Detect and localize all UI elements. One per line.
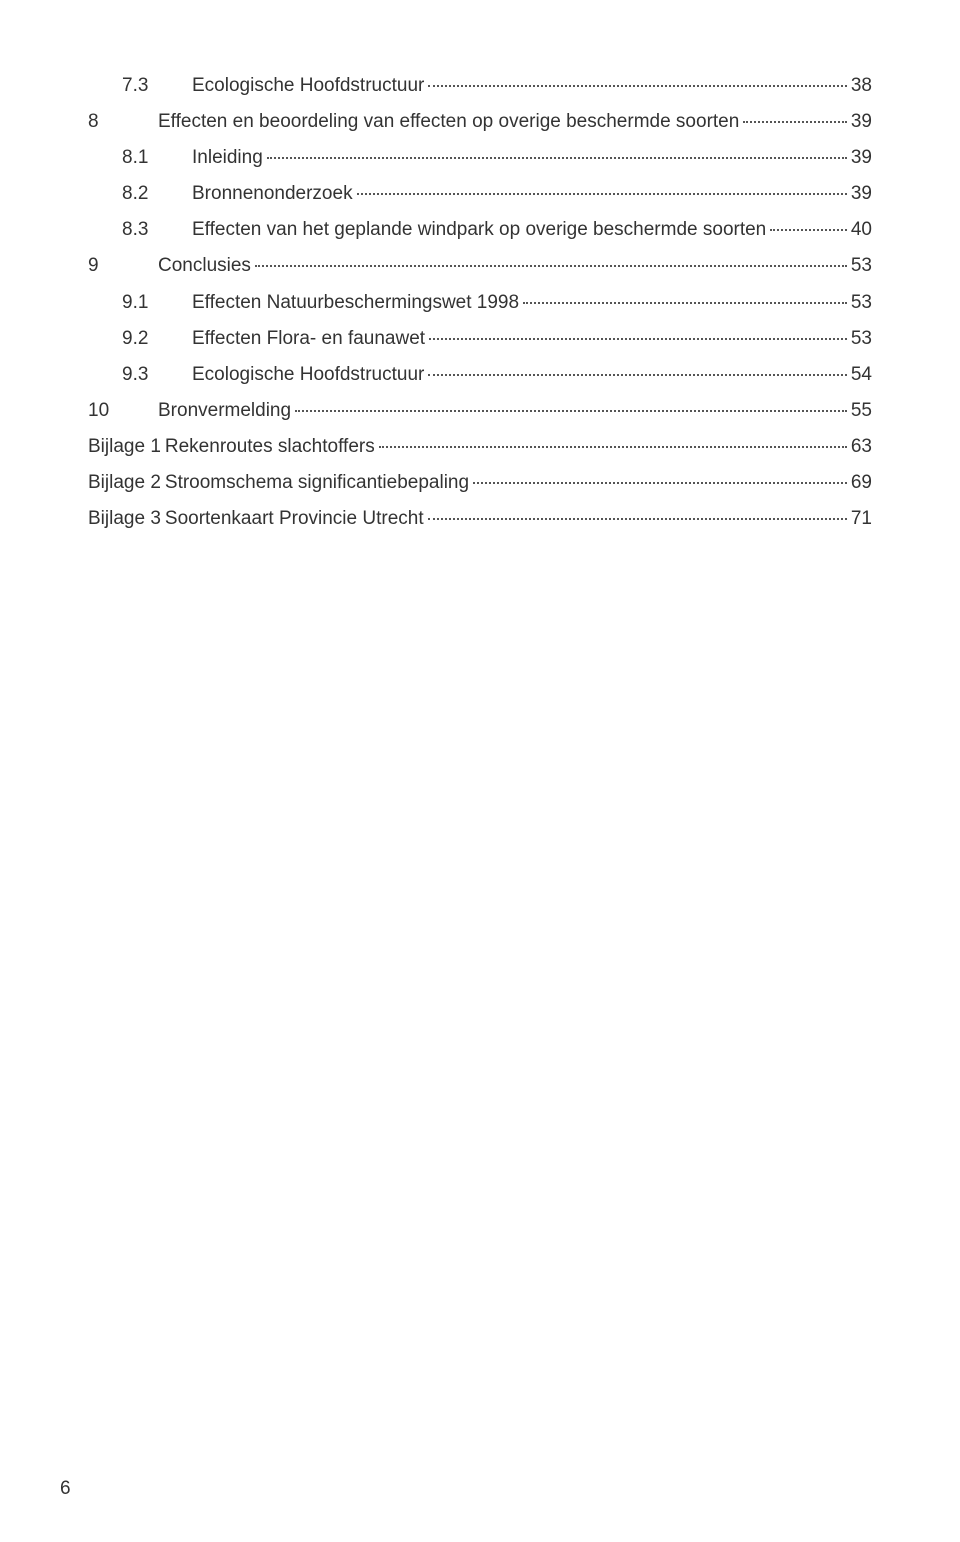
toc-leader-dots [523,302,847,304]
toc-leader-dots [428,85,847,87]
toc-entry: 7.3 Ecologische Hoofdstructuur 38 [88,68,872,104]
toc-title: Inleiding [192,140,263,176]
toc-number: 8.1 [88,140,192,176]
toc-entry: 9 Conclusies 53 [88,248,872,284]
toc-title: Stroomschema significantiebepaling [165,465,469,501]
toc-leader-dots [428,518,847,520]
toc-title: Effecten van het geplande windpark op ov… [192,212,766,248]
toc-page-number: 71 [851,501,872,537]
toc-title: Ecologische Hoofdstructuur [192,68,424,104]
toc-entry: Bijlage 2 Stroomschema significantiebepa… [88,465,872,501]
toc-page-number: 39 [851,140,872,176]
toc-number: 7.3 [88,68,192,104]
toc-leader-dots [743,121,847,123]
toc-entry: Bijlage 1 Rekenroutes slachtoffers 63 [88,429,872,465]
toc-entry: 9.3 Ecologische Hoofdstructuur 54 [88,357,872,393]
toc-title: Effecten Natuurbeschermingswet 1998 [192,285,519,321]
toc-number: Bijlage 2 [88,465,161,501]
toc-entry: 8 Effecten en beoordeling van effecten o… [88,104,872,140]
toc-number: 9 [88,248,158,284]
toc-leader-dots [255,265,847,267]
toc-title: Rekenroutes slachtoffers [165,429,375,465]
toc-leader-dots [357,193,847,195]
toc-entry: Bijlage 3 Soortenkaart Provincie Utrecht… [88,501,872,537]
toc-page-number: 54 [851,357,872,393]
toc-number: Bijlage 3 [88,501,161,537]
toc-leader-dots [770,229,847,231]
toc-leader-dots [267,157,847,159]
toc-page-number: 40 [851,212,872,248]
toc-entry: 9.2 Effecten Flora- en faunawet 53 [88,321,872,357]
toc-number: 9.1 [88,285,192,321]
toc-title: Soortenkaart Provincie Utrecht [165,501,424,537]
toc-leader-dots [379,446,847,448]
toc-entry: 8.3 Effecten van het geplande windpark o… [88,212,872,248]
toc-entry: 10 Bronvermelding 55 [88,393,872,429]
page-footer-number: 6 [60,1478,71,1500]
toc-leader-dots [428,374,847,376]
toc-title: Effecten Flora- en faunawet [192,321,425,357]
toc-entry: 8.1 Inleiding 39 [88,140,872,176]
toc-page-number: 53 [851,285,872,321]
toc-title: Bronnenonderzoek [192,176,353,212]
toc-title: Bronvermelding [158,393,291,429]
toc-number: 9.2 [88,321,192,357]
toc-leader-dots [429,338,847,340]
toc-entry: 9.1 Effecten Natuurbeschermingswet 1998 … [88,285,872,321]
toc-number: 9.3 [88,357,192,393]
toc-page-number: 55 [851,393,872,429]
toc-page-number: 39 [851,104,872,140]
toc-number: 8 [88,104,158,140]
toc-number: Bijlage 1 [88,429,161,465]
toc-leader-dots [473,482,847,484]
toc-page-number: 63 [851,429,872,465]
toc-page-number: 69 [851,465,872,501]
toc-number: 8.3 [88,212,192,248]
toc-leader-dots [295,410,847,412]
toc-entry: 8.2 Bronnenonderzoek 39 [88,176,872,212]
table-of-contents: 7.3 Ecologische Hoofdstructuur 38 8 Effe… [88,68,872,537]
toc-number: 8.2 [88,176,192,212]
toc-title: Ecologische Hoofdstructuur [192,357,424,393]
page: 7.3 Ecologische Hoofdstructuur 38 8 Effe… [0,0,960,1542]
toc-page-number: 38 [851,68,872,104]
toc-page-number: 39 [851,176,872,212]
toc-number: 10 [88,393,158,429]
toc-page-number: 53 [851,248,872,284]
toc-title: Effecten en beoordeling van effecten op … [158,104,739,140]
toc-page-number: 53 [851,321,872,357]
toc-title: Conclusies [158,248,251,284]
